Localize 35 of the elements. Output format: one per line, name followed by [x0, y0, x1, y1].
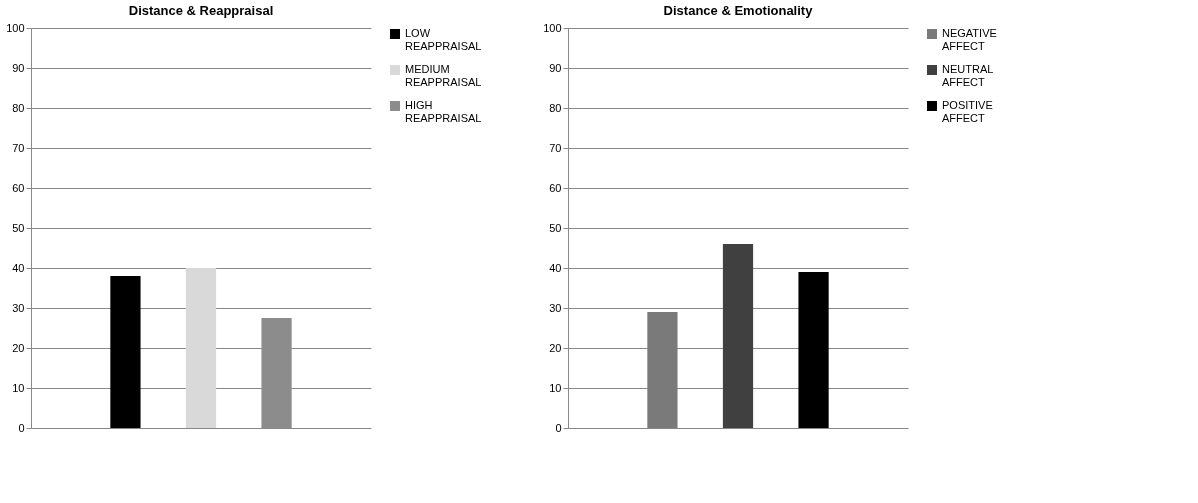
- y-tick-label: 60: [12, 181, 25, 194]
- y-tick-label: 80: [549, 101, 562, 114]
- y-tick-label: 100: [6, 21, 25, 34]
- legend-label: MEDIUM REAPPRAISAL: [405, 63, 482, 88]
- legend-label: NEGATIVE AFFECT: [942, 27, 997, 52]
- chart-title: Distance & Emotionality: [663, 3, 814, 18]
- legend-label: POSITIVE AFFECT: [942, 99, 993, 124]
- y-tick-label: 10: [12, 381, 25, 394]
- y-tick-label: 70: [12, 141, 25, 154]
- y-tick-label: 40: [549, 261, 562, 274]
- bar: [798, 272, 829, 428]
- bar: [185, 268, 217, 428]
- y-tick-label: 90: [12, 61, 25, 74]
- y-tick-label: 0: [18, 421, 25, 434]
- y-tick-label: 40: [12, 261, 25, 274]
- y-tick-label: 30: [12, 301, 25, 314]
- y-tick-label: 0: [555, 421, 562, 434]
- y-tick-label: 70: [549, 141, 562, 154]
- y-tick-label: 20: [549, 341, 562, 354]
- y-tick-label: 10: [549, 381, 562, 394]
- y-tick-label: 80: [12, 101, 25, 114]
- bar: [647, 312, 678, 428]
- bar: [722, 244, 754, 428]
- legend-label: NEUTRAL AFFECT: [942, 63, 994, 88]
- y-tick-label: 90: [549, 61, 562, 74]
- y-tick-label: 50: [12, 221, 25, 234]
- bar: [110, 276, 141, 428]
- y-tick-label: 50: [549, 221, 562, 234]
- legend-label: HIGH REAPPRAISAL: [405, 99, 482, 124]
- y-tick-label: 20: [12, 341, 25, 354]
- y-tick-label: 60: [549, 181, 562, 194]
- chart-title: Distance & Reappraisal: [128, 3, 274, 18]
- y-tick-label: 100: [543, 21, 562, 34]
- legend-label: LOW REAPPRAISAL: [405, 27, 482, 52]
- y-tick-label: 30: [549, 301, 562, 314]
